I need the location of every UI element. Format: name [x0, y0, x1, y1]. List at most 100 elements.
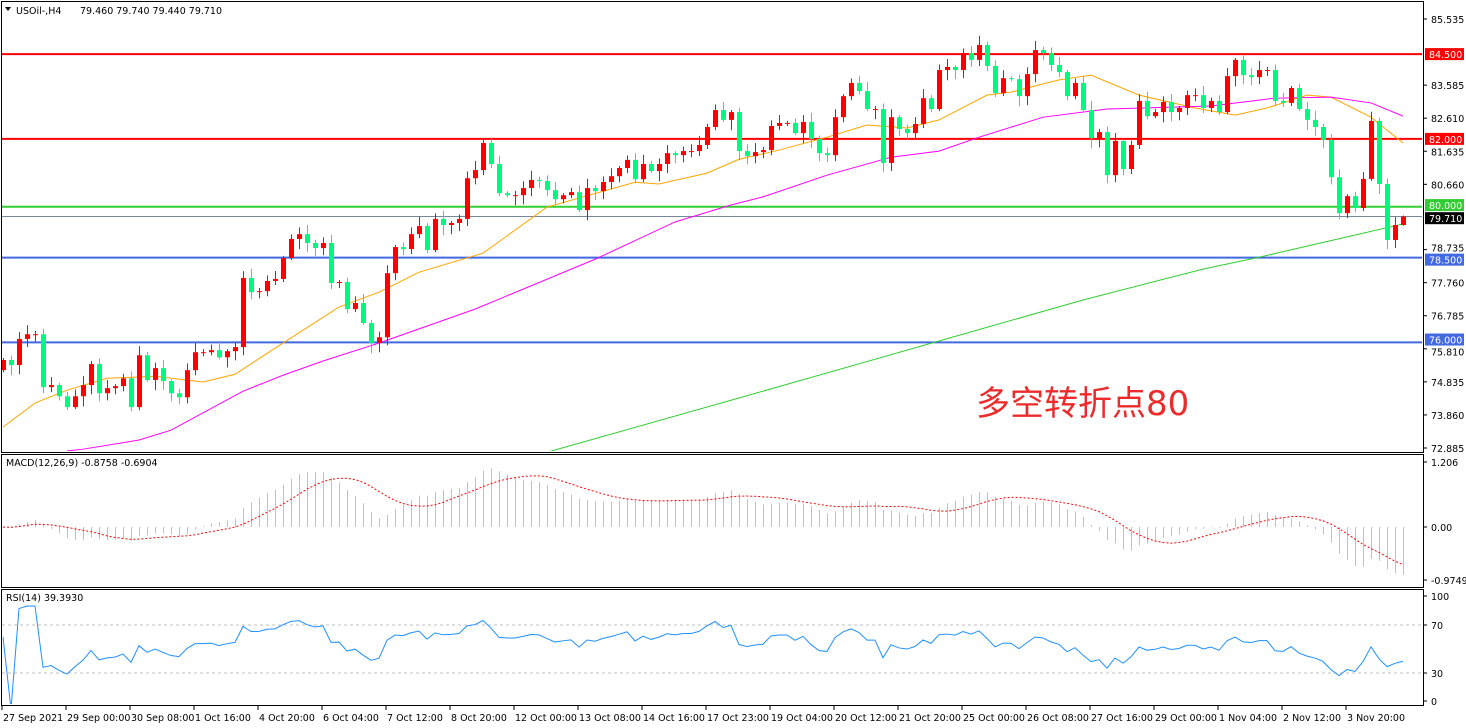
candle	[97, 358, 102, 402]
candle-body	[417, 226, 422, 235]
time-tick-label: 20 Oct 12:00	[835, 713, 897, 724]
candle	[1073, 78, 1078, 100]
time-tick-label: 3 Nov 20:00	[1347, 713, 1405, 724]
candle-body	[1273, 70, 1278, 101]
candle-body	[1209, 100, 1214, 109]
time-tick-label: 12 Oct 00:00	[515, 713, 577, 724]
candle	[401, 242, 406, 256]
price-tick-label: 83.585	[1431, 81, 1464, 92]
candle	[697, 135, 702, 157]
price-level-tag	[1425, 132, 1464, 145]
candle	[1257, 60, 1262, 85]
candle-body	[745, 151, 750, 157]
candle	[49, 377, 54, 393]
candle-body	[1201, 95, 1206, 109]
candle	[505, 191, 510, 198]
candle	[9, 355, 14, 376]
candle	[809, 112, 814, 149]
candle-body	[1169, 101, 1174, 113]
candle-body	[137, 355, 142, 408]
candle-body	[729, 112, 734, 120]
candle-body	[369, 323, 374, 344]
time-tick-label: 17 Oct 23:00	[707, 713, 769, 724]
candle-body	[753, 152, 758, 157]
chart-annotation: 多空转折点80	[976, 384, 1189, 424]
candle	[833, 109, 838, 162]
time-tick-label: 13 Oct 08:00	[579, 713, 641, 724]
candle-body	[353, 303, 358, 310]
candle-body	[1193, 95, 1198, 97]
rsi-label: RSI(14) 39.3930	[6, 593, 83, 604]
candle	[489, 137, 494, 169]
candle	[1081, 76, 1086, 113]
candle	[649, 160, 654, 174]
macd-panel[interactable]	[1, 454, 1424, 588]
candle-body	[1073, 82, 1078, 97]
price-level-tag	[1425, 212, 1464, 225]
candle-body	[737, 112, 742, 152]
candle-body	[1225, 76, 1230, 113]
time-tick-label: 19 Oct 04:00	[771, 713, 833, 724]
candle-body	[825, 153, 830, 156]
price-level-tag	[1425, 253, 1464, 266]
candle	[1121, 138, 1126, 176]
candle-body	[777, 122, 782, 126]
candle-body	[705, 127, 710, 145]
rsi-tick-label: 30	[1431, 669, 1443, 680]
candle-body	[641, 163, 646, 180]
candle	[1177, 105, 1182, 121]
candle	[609, 168, 614, 190]
candle-body	[1105, 132, 1110, 176]
candle-body	[385, 273, 390, 338]
main-panel[interactable]	[1, 1, 1424, 453]
candle-body	[1113, 140, 1118, 176]
candle-body	[129, 378, 134, 408]
candle	[825, 147, 830, 163]
time-tick-label: 29 Oct 00:00	[1155, 713, 1217, 724]
price-tick-label: 72.885	[1431, 444, 1464, 455]
candle-body	[673, 153, 678, 156]
candle-body	[289, 238, 294, 258]
candle-body	[281, 257, 286, 279]
candle-body	[1353, 196, 1358, 209]
candle	[665, 145, 670, 174]
candle-body	[817, 138, 822, 154]
candle-body	[1305, 109, 1310, 120]
candle-body	[1137, 100, 1142, 145]
candle-body	[1297, 88, 1302, 110]
candle-body	[1329, 139, 1334, 178]
candle	[1041, 46, 1046, 61]
candle	[1025, 67, 1030, 106]
candle	[1137, 94, 1142, 150]
candle	[17, 332, 22, 375]
candle	[561, 193, 566, 204]
candle-body	[841, 96, 846, 118]
price-tick-label: 78.735	[1431, 244, 1464, 255]
candle-body	[1377, 120, 1382, 184]
candle	[89, 360, 94, 395]
candle-body	[425, 226, 430, 251]
candle-body	[1393, 225, 1398, 240]
time-tick-label: 1 Nov 04:00	[1219, 713, 1277, 724]
candle-body	[1401, 216, 1406, 226]
candle-body	[985, 44, 990, 66]
candle-body	[937, 70, 942, 110]
candle-body	[209, 350, 214, 353]
candle	[1265, 66, 1270, 77]
candle	[41, 328, 46, 394]
candle	[81, 375, 86, 407]
candle-body	[241, 277, 246, 348]
triangle-down-icon[interactable]	[5, 7, 11, 11]
candle-body	[441, 218, 446, 226]
candle	[249, 268, 254, 300]
candle	[1233, 57, 1238, 87]
candle	[1009, 76, 1014, 82]
candle-body	[1289, 88, 1294, 103]
rsi-tick-label: 70	[1431, 621, 1443, 632]
candle	[1057, 56, 1062, 78]
rsi-panel[interactable]	[1, 589, 1424, 706]
candle-body	[329, 242, 334, 284]
candle-body	[617, 168, 622, 177]
time-tick-label: 2 Nov 12:00	[1283, 713, 1341, 724]
